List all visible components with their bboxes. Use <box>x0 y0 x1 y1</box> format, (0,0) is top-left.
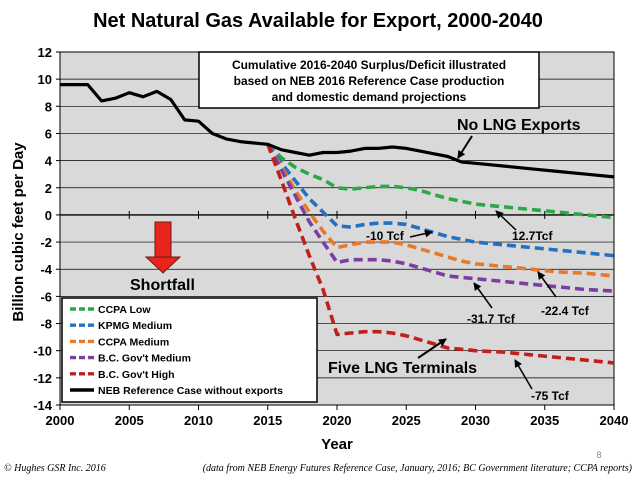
y-tick-label: -6 <box>40 289 52 304</box>
y-tick-label: -8 <box>40 317 52 332</box>
legend-label: CCPA Medium <box>98 336 169 348</box>
tcf-12-7-label: 12.7Tcf <box>512 229 553 243</box>
x-axis-title: Year <box>321 436 353 453</box>
x-tick-label: 2000 <box>46 413 75 428</box>
x-tick-label: 2020 <box>323 413 352 428</box>
page-number: 8 <box>596 450 601 460</box>
five-lng-arrow <box>417 338 447 359</box>
x-tick-labels: 2000 2005 2010 2015 2020 2025 2030 2035 2040 <box>46 413 629 428</box>
tcf-75-label: -75 Tcf <box>531 389 570 403</box>
axes <box>56 51 615 410</box>
shortfall-arrow-icon <box>144 221 182 274</box>
tcf-75-arrow <box>514 359 533 390</box>
x-tick-label: 2015 <box>253 413 282 428</box>
no-lng-arrow <box>457 135 473 159</box>
no-lng-exports-label: No LNG Exports <box>457 117 581 134</box>
legend: CCPA Low KPMG Medium CCPA Medium B.C. Gov't… <box>61 297 318 403</box>
y-axis-title: Billion cubic feet per Day <box>10 142 27 322</box>
shortfall-label: Shortfall <box>130 277 195 294</box>
y-tick-label: -4 <box>40 262 52 277</box>
info-box: Cumulative 2016-2040 Surplus/Deficit ill… <box>198 51 540 109</box>
five-lng-terminals-label: Five LNG Terminals <box>328 360 477 377</box>
y-tick-label: 2 <box>45 181 52 196</box>
series-line-b-c-gov-t-medium <box>266 143 615 293</box>
tcf-12-7-arrow <box>495 210 517 231</box>
series-lines <box>60 83 615 365</box>
y-tick-label: -2 <box>40 235 52 250</box>
y-tick-labels: -14 -12 -10 -8 -6 -4 -2 0 2 4 6 8 10 12 <box>33 45 53 413</box>
y-tick-label: 10 <box>38 72 52 87</box>
x-tick-label: 2040 <box>600 413 629 428</box>
series-line-neb-reference-case-without-exports <box>60 83 615 179</box>
tcf-10-label: -10 Tcf <box>366 229 405 243</box>
y-tick-label: -10 <box>33 344 52 359</box>
tcf-22-4-arrow <box>537 271 557 298</box>
copyright-note: © Hughes GSR Inc. 2016 <box>4 463 106 474</box>
y-tick-label: -12 <box>33 371 52 386</box>
legend-label: KPMG Medium <box>98 320 172 332</box>
x-tick-label: 2025 <box>392 413 421 428</box>
y-tick-label: 0 <box>45 208 52 223</box>
x-tick-label: 2035 <box>530 413 559 428</box>
x-tick-label: 2005 <box>115 413 144 428</box>
info-box-line-1: Cumulative 2016-2040 Surplus/Deficit ill… <box>232 58 506 72</box>
x-tick-label: 2030 <box>461 413 490 428</box>
legend-label: CCPA Low <box>98 304 151 316</box>
series-line-kpmg-medium <box>266 143 615 258</box>
series-line-b-c-gov-t-high <box>266 143 615 365</box>
series-line-ccpa-low <box>266 143 615 220</box>
legend-label: B.C. Gov't High <box>98 369 175 381</box>
series-line-ccpa-medium <box>266 143 615 278</box>
tcf-22-4-label: -22.4 Tcf <box>541 304 590 318</box>
tcf-31-7-arrow <box>473 282 493 309</box>
y-tick-label: 8 <box>45 99 52 114</box>
tcf-31-7-label: -31.7 Tcf <box>467 312 516 326</box>
legend-label: NEB Reference Case without exports <box>98 385 283 397</box>
tcf-10-arrow <box>409 229 433 238</box>
y-tick-label: -14 <box>33 398 53 413</box>
source-note: (data from NEB Energy Futures Reference … <box>203 463 633 474</box>
info-box-line-2: based on NEB 2016 Reference Case product… <box>234 74 505 88</box>
y-tick-label: 4 <box>45 154 53 169</box>
y-tick-label: 6 <box>45 126 52 141</box>
y-tick-label: 12 <box>38 45 52 60</box>
chart-title: Net Natural Gas Available for Export, 20… <box>93 10 543 32</box>
legend-label: B.C. Gov't Medium <box>98 353 191 365</box>
x-tick-label: 2010 <box>184 413 213 428</box>
info-box-line-3: and domestic demand projections <box>272 90 467 104</box>
